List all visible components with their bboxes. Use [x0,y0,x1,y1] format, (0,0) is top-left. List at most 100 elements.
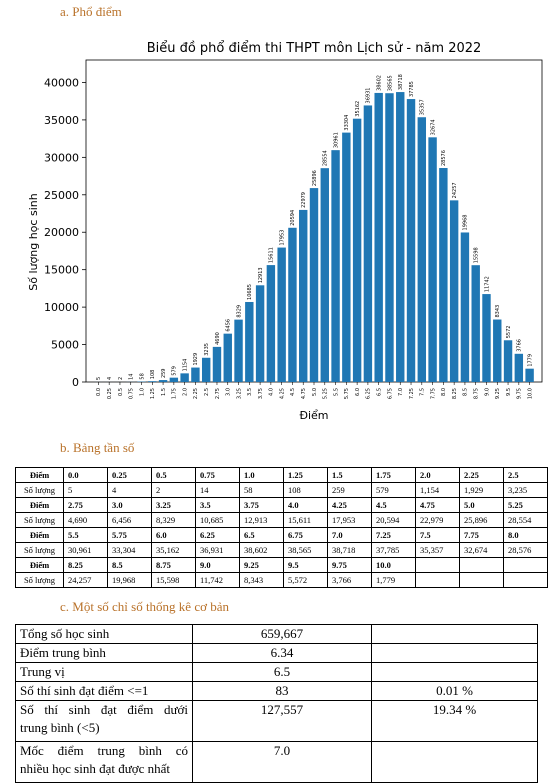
freq-cell: 6.75 [284,528,328,543]
bar-value-label: 1154 [182,359,188,372]
x-tick-label: 3.5 [247,388,253,396]
freq-row-label: Số lượng [16,543,64,558]
x-tick-label: 0.0 [96,388,102,396]
bar [342,133,350,382]
freq-cell: 0.75 [196,468,240,483]
x-tick-label: 3.75 [258,388,264,399]
section-b-title: b. Bảng tần số [60,440,134,456]
stats-label: Mốc điểm trung bình có nhiều học sinh đạ… [16,742,193,783]
freq-cell: 15,611 [284,513,328,528]
freq-cell: 28,576 [504,543,548,558]
freq-cell: 3.75 [240,498,284,513]
x-tick-label: 4.5 [290,388,296,396]
freq-cell: 8.75 [152,558,196,573]
x-tick-label: 7.75 [430,388,436,399]
histogram-chart: Biểu đồ phổ điểm thi THPT môn Lịch sử - … [0,30,556,430]
stats-row: Số thí sinh đạt điểm <=1 83 0.01 % [16,682,538,701]
bar [472,265,480,382]
freq-cell: 2.25 [460,468,504,483]
bar [482,294,490,382]
freq-row-label: Điểm [16,528,64,543]
freq-cell: 6.5 [240,528,284,543]
x-tick-label: 4.75 [301,388,307,399]
y-tick-label: 35000 [44,114,79,127]
stats-label: Điểm trung bình [16,644,193,663]
freq-row-label: Điểm [16,468,64,483]
bar [180,373,188,382]
statistics-table: Tổng số học sinh 659,667 Điểm trung bình… [15,624,538,783]
x-tick-label: 0.25 [107,388,113,399]
bar-value-label: 35357 [420,99,426,115]
y-tick-label: 30000 [44,151,79,164]
freq-cell: 38,602 [240,543,284,558]
freq-cell: 10,685 [196,513,240,528]
freq-cell [504,558,548,573]
bar-value-label: 30961 [333,132,339,148]
freq-cell: 6.25 [196,528,240,543]
freq-cell: 37,785 [372,543,416,558]
freq-cell: 38,718 [328,543,372,558]
bar-value-label: 22979 [301,192,307,208]
freq-cell: 28,554 [504,513,548,528]
freq-cell: 7.75 [460,528,504,543]
freq-row-label: Số lượng [16,513,64,528]
x-tick-label: 5.25 [323,388,329,399]
freq-cell: 5.25 [504,498,548,513]
freq-cell: 17,953 [328,513,372,528]
freq-cell: 9.25 [240,558,284,573]
x-tick-label: 0.5 [118,388,124,396]
y-tick-label: 0 [72,376,79,389]
x-tick-label: 2.25 [193,388,199,399]
bar-value-label: 6456 [226,319,232,332]
freq-cell: 4.5 [372,498,416,513]
bar-value-label: 5572 [506,326,512,339]
bar-value-label: 19968 [463,215,469,231]
freq-cell: 3,766 [328,573,372,588]
x-tick-label: 1.75 [172,388,178,399]
y-tick-label: 5000 [51,339,79,352]
freq-cell: 3,235 [504,483,548,498]
x-tick-label: 7.5 [420,388,426,396]
x-tick-label: 5.0 [312,388,318,396]
bar-value-label: 12913 [258,267,264,283]
stats-row: Số thí sinh đạt điểm dưới trung bình (<5… [16,701,538,742]
freq-cell: 5,572 [284,573,328,588]
bar-value-label: 10685 [247,284,253,300]
bar-value-label: 15598 [474,247,480,263]
stats-percent: 19.34 % [372,701,538,742]
bar [310,188,318,382]
freq-cell: 2 [152,483,196,498]
freq-cell: 9.5 [284,558,328,573]
freq-cell: 5 [64,483,108,498]
bar-value-label: 37785 [409,81,415,97]
freq-cell: 5.0 [460,498,504,513]
y-tick-label: 10000 [44,301,79,314]
x-tick-label: 8.75 [474,388,480,399]
bar-value-label: 33304 [344,115,350,131]
freq-cell: 1.0 [240,468,284,483]
freq-cell: 10.0 [372,558,416,573]
stats-label-line1: Mốc điểm trung bình có [20,742,188,760]
stats-row: Mốc điểm trung bình có nhiều học sinh đạ… [16,742,538,783]
freq-cell: 22,979 [416,513,460,528]
bar-value-label: 17953 [279,230,285,246]
freq-cell: 9.75 [328,558,372,573]
stats-row: Điểm trung bình 6.34 [16,644,538,663]
freq-cell: 8,343 [240,573,284,588]
bar-value-label: 2 [118,377,124,380]
freq-cell: 20,594 [372,513,416,528]
freq-cell: 0.25 [108,468,152,483]
freq-cell [416,573,460,588]
x-tick-label: 7.0 [398,388,404,396]
freq-cell: 15,598 [152,573,196,588]
freq-cell: 7.0 [328,528,372,543]
bar [159,380,167,382]
stats-value: 6.34 [193,644,372,663]
freq-cell: 33,304 [108,543,152,558]
freq-row-label: Điểm [16,498,64,513]
freq-row-label: Điểm [16,558,64,573]
bar [299,210,307,382]
